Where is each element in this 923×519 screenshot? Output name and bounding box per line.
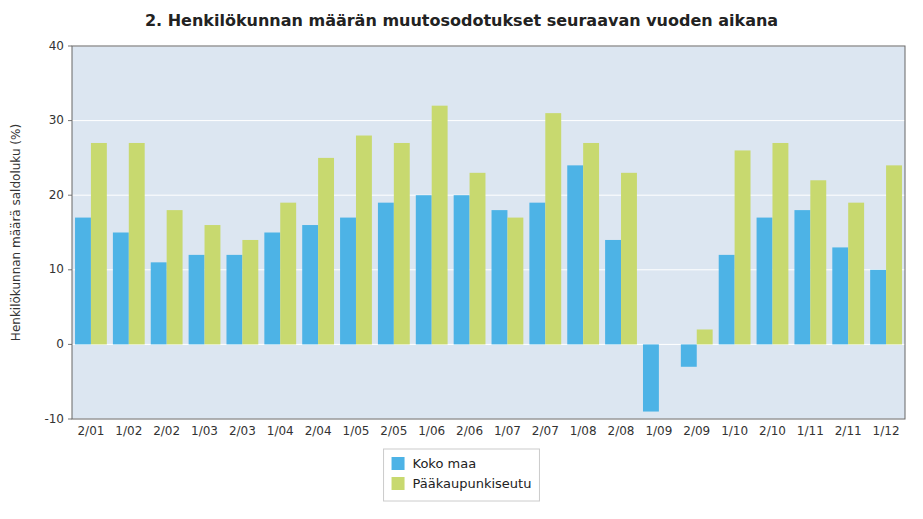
legend-label: Koko maa <box>413 456 477 471</box>
x-tick-label: 2/01 <box>77 424 104 438</box>
bar <box>810 180 826 344</box>
x-tick-label: 1/04 <box>267 424 294 438</box>
x-tick-label: 1/03 <box>191 424 218 438</box>
bar <box>302 225 318 344</box>
bar <box>167 210 183 344</box>
y-tick-label: 20 <box>49 188 64 202</box>
bar <box>129 143 145 344</box>
bar <box>356 136 372 345</box>
x-tick-label: 1/09 <box>645 424 672 438</box>
x-tick-label: 1/12 <box>873 424 900 438</box>
y-tick <box>68 195 72 196</box>
bar <box>507 218 523 345</box>
bar <box>757 218 773 345</box>
chart-title: 2. Henkilökunnan määrän muutosodotukset … <box>145 11 778 30</box>
bar <box>794 210 810 344</box>
y-tick <box>68 46 72 47</box>
bar <box>470 173 486 345</box>
bar <box>719 255 735 345</box>
bar <box>492 210 508 344</box>
x-tick-label: 2/05 <box>380 424 407 438</box>
bar <box>280 203 296 345</box>
bar <box>643 344 659 411</box>
y-tick <box>68 419 72 420</box>
bar <box>113 233 129 345</box>
x-tick-label: 1/10 <box>721 424 748 438</box>
bar <box>454 195 470 344</box>
y-tick-label: 0 <box>56 337 64 351</box>
x-tick-label: 2/10 <box>759 424 786 438</box>
x-tick-label: 2/08 <box>608 424 635 438</box>
x-tick-label: 1/02 <box>115 424 142 438</box>
y-tick-label: 40 <box>49 39 64 53</box>
bar <box>886 165 902 344</box>
y-tick <box>68 269 72 270</box>
bar-series <box>91 106 902 345</box>
grid-line <box>72 120 905 121</box>
x-tick-label: 2/04 <box>305 424 332 438</box>
x-tick-label: 2/11 <box>835 424 862 438</box>
bar <box>529 203 545 345</box>
legend-label: Pääkaupunkiseutu <box>413 476 532 491</box>
bar-series <box>75 165 886 411</box>
bar <box>91 143 107 344</box>
legend-swatch <box>392 477 405 490</box>
x-tick-label: 1/05 <box>343 424 370 438</box>
y-tick-label: 10 <box>49 262 64 276</box>
chart-svg: 2. Henkilökunnan määrän muutosodotukset … <box>0 0 923 519</box>
bar <box>545 113 561 344</box>
y-tick-label: -10 <box>44 412 64 426</box>
bar <box>151 262 167 344</box>
bar <box>340 218 356 345</box>
bar <box>416 195 432 344</box>
y-tick-label: 30 <box>49 113 64 127</box>
y-axis: -10 0 10 20 30 40 <box>44 39 72 426</box>
x-axis: 2/01 1/02 2/02 1/03 2/03 1/04 2/04 1/05 2/05 1/06… <box>77 424 899 438</box>
plot-frame <box>72 46 905 419</box>
bar <box>205 225 221 344</box>
bar <box>659 344 675 345</box>
x-tick-label: 1/06 <box>418 424 445 438</box>
bar <box>394 143 410 344</box>
chart-container: 2. Henkilökunnan määrän muutosodotukset … <box>0 0 923 519</box>
bar <box>681 344 697 366</box>
x-tick-label: 2/03 <box>229 424 256 438</box>
x-tick-label: 1/11 <box>797 424 824 438</box>
x-tick-label: 2/06 <box>456 424 483 438</box>
x-tick-label: 2/07 <box>532 424 559 438</box>
x-tick-label: 1/08 <box>570 424 597 438</box>
y-axis-label: Henkilökunnan määrä saldoluku (%) <box>9 124 23 341</box>
bar <box>621 173 637 345</box>
bar <box>697 329 713 344</box>
plot-background <box>72 46 905 419</box>
bar <box>772 143 788 344</box>
bar <box>264 233 280 345</box>
y-tick <box>68 344 72 345</box>
bar <box>567 165 583 344</box>
grid <box>72 46 905 419</box>
bar <box>583 143 599 344</box>
bar <box>189 255 205 345</box>
bar <box>848 203 864 345</box>
x-tick-label: 2/09 <box>683 424 710 438</box>
bars <box>75 106 902 412</box>
legend-box <box>384 449 540 501</box>
bar <box>432 106 448 345</box>
bar <box>832 247 848 344</box>
bar <box>605 240 621 344</box>
legend: Koko maa Pääkaupunkiseutu <box>384 449 540 501</box>
y-tick <box>68 120 72 121</box>
bar <box>242 240 258 344</box>
legend-swatch <box>392 457 405 470</box>
bar <box>226 255 242 345</box>
bar <box>735 150 751 344</box>
bar <box>75 218 91 345</box>
x-tick-label: 1/07 <box>494 424 521 438</box>
x-tick-label: 2/02 <box>153 424 180 438</box>
bar <box>318 158 334 345</box>
bar <box>870 270 886 345</box>
bar <box>378 203 394 345</box>
